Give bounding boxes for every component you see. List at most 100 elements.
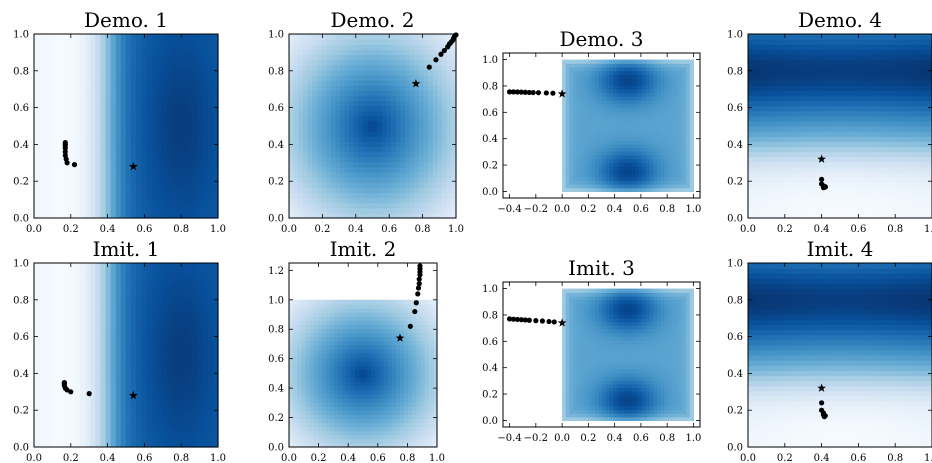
heatmap-cell	[391, 126, 397, 132]
heatmap-cell	[865, 192, 872, 199]
heatmap-cell	[136, 69, 142, 76]
heatmap-cell	[840, 131, 846, 137]
heatmap-cell	[870, 69, 877, 76]
heatmap-cell	[95, 212, 102, 219]
heatmap-cell	[804, 95, 810, 102]
heatmap-cell	[587, 77, 592, 83]
heatmap-cell	[418, 151, 425, 158]
heatmap-cell	[814, 136, 821, 142]
heatmap-cell	[316, 100, 323, 107]
heatmap-cell	[39, 59, 45, 66]
heatmap-cell	[649, 151, 654, 156]
heatmap-cell	[656, 96, 662, 101]
heatmap-cell	[794, 54, 800, 61]
heatmap-cell	[778, 202, 785, 209]
heatmap-cell	[845, 161, 851, 168]
heatmap-cell	[423, 69, 429, 76]
heatmap-cell	[667, 176, 673, 182]
heatmap-cell	[635, 125, 640, 130]
heatmap-cell	[753, 126, 759, 132]
heatmap-cell	[794, 156, 800, 163]
heatmap-cell	[187, 187, 194, 194]
heatmap-cell	[49, 151, 56, 158]
heatmap-cell	[788, 120, 795, 127]
heatmap-cell	[580, 66, 585, 72]
heatmap-cell	[850, 120, 856, 127]
heatmap-cell	[773, 182, 780, 188]
heatmap-cell	[689, 176, 695, 182]
heatmap-cell	[783, 141, 790, 148]
heatmap-cell	[59, 131, 66, 137]
heatmap-cell	[126, 69, 132, 76]
heatmap-cell	[649, 158, 654, 163]
heatmap-cell	[594, 59, 600, 64]
heatmap-cell	[414, 85, 420, 91]
heatmap-cell	[64, 80, 71, 86]
heatmap-cell	[372, 151, 378, 158]
heatmap-cell	[367, 136, 374, 142]
heatmap-cell	[675, 96, 680, 101]
heatmap-cell	[344, 207, 350, 214]
heatmap-cell	[642, 158, 647, 163]
heatmap-cell	[809, 90, 816, 96]
heatmap-cell	[166, 80, 173, 86]
heatmap-cell	[616, 162, 622, 167]
heatmap-cell	[400, 95, 406, 102]
heatmap-cell	[377, 95, 383, 102]
heatmap-cell	[386, 187, 392, 194]
heatmap-cell	[635, 180, 640, 185]
heatmap-cell	[423, 100, 429, 107]
heatmap-cell	[197, 146, 204, 153]
heatmap-cell	[613, 184, 618, 189]
heatmap-cell	[627, 143, 633, 149]
heatmap-cell	[64, 110, 71, 117]
heatmap-cell	[39, 212, 45, 219]
heatmap-cell	[860, 105, 867, 112]
heatmap-cell	[653, 132, 658, 138]
heatmap-cell	[624, 162, 629, 167]
heatmap-cell	[54, 177, 61, 183]
heatmap-cell	[335, 207, 341, 214]
heatmap-cell	[34, 34, 40, 40]
heatmap-cell	[591, 66, 596, 72]
heatmap-cell	[660, 162, 665, 167]
heatmap-cell	[855, 161, 862, 168]
heatmap-cell	[616, 77, 622, 83]
heatmap-cell	[865, 166, 872, 173]
axes-frame	[288, 33, 457, 219]
heatmap-cell	[653, 70, 658, 75]
heatmap-cell	[840, 172, 846, 178]
heatmap-cell	[321, 161, 327, 168]
heatmap-cell	[289, 136, 295, 142]
trajectory-point	[506, 89, 513, 95]
heatmap-cell	[870, 177, 877, 183]
heatmap-cell	[54, 74, 61, 81]
heatmap-cell	[804, 34, 810, 40]
heatmap-cell	[321, 80, 327, 86]
heatmap-cell	[860, 120, 867, 127]
heatmap-cell	[875, 177, 882, 183]
heatmap-cell	[624, 85, 629, 90]
heatmap-cell	[400, 131, 406, 137]
heatmap-cell	[432, 192, 439, 199]
heatmap-cell	[602, 154, 607, 160]
heatmap-cell	[686, 147, 691, 152]
heatmap-cell	[635, 77, 640, 83]
heatmap-cell	[646, 118, 651, 123]
heatmap-cell	[778, 197, 785, 204]
heatmap-cell	[627, 129, 633, 134]
heatmap-cell	[69, 34, 76, 40]
heatmap-cell	[562, 125, 567, 130]
heatmap-cell	[293, 207, 299, 214]
heatmap-cell	[804, 202, 810, 209]
heatmap-cell	[120, 59, 127, 66]
heatmap-cell	[646, 187, 651, 193]
heatmap-cell	[840, 115, 846, 122]
heatmap-cell	[409, 136, 415, 142]
heatmap-cell	[192, 192, 199, 199]
heatmap-cell	[326, 39, 332, 45]
heatmap-cell	[598, 121, 603, 127]
x-tick-label: 0.2	[63, 224, 79, 235]
heatmap-cell	[212, 187, 219, 194]
heatmap-cell	[649, 165, 654, 171]
